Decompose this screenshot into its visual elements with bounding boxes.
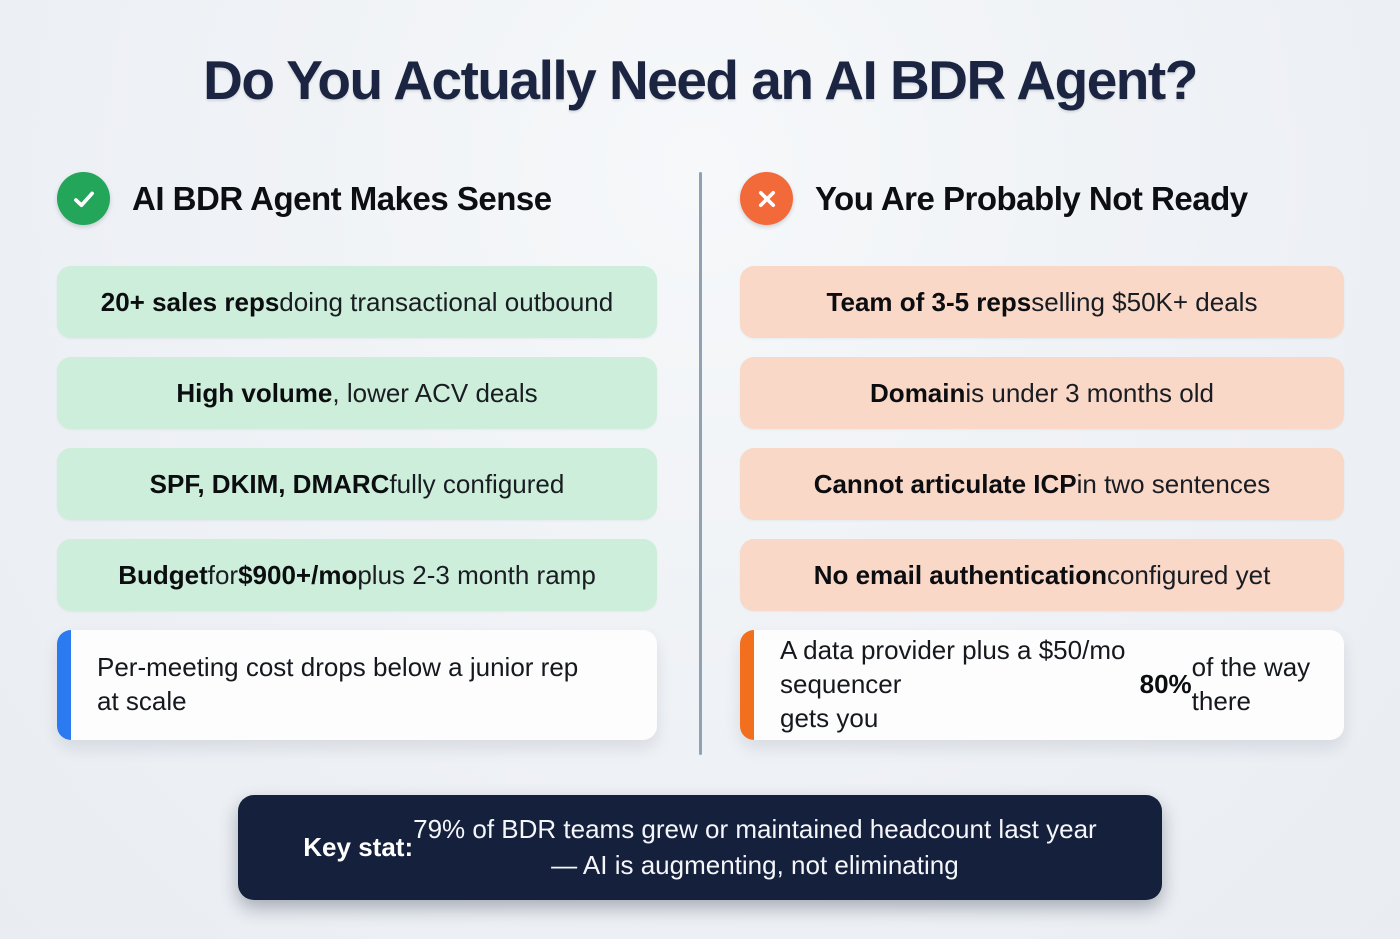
text-segment: Key stat: bbox=[303, 831, 414, 862]
criteria-item: 20+ sales reps doing transactional outbo… bbox=[57, 266, 657, 338]
callout-card-not-ready: A data provider plus a $50/mo sequencer … bbox=[740, 630, 1344, 740]
x-circle-icon bbox=[740, 172, 793, 225]
key-stat-banner: Key stat: 79% of BDR teams grew or maint… bbox=[238, 795, 1162, 900]
criteria-item: Budget for $900+/mo plus 2-3 month ramp bbox=[57, 539, 657, 611]
text-segment: Per-meeting cost drops below a junior re… bbox=[97, 652, 579, 716]
criteria-item: SPF, DKIM, DMARC fully configured bbox=[57, 448, 657, 520]
text-segment: doing transactional outbound bbox=[279, 286, 614, 317]
criteria-item: High volume, lower ACV deals bbox=[57, 357, 657, 429]
text-segment: for bbox=[207, 559, 239, 590]
column-heading-makes-sense: AI BDR Agent Makes Sense bbox=[132, 179, 552, 217]
column-divider bbox=[699, 172, 702, 755]
text-segment: No email authentication bbox=[813, 559, 1107, 590]
text-segment: configured yet bbox=[1106, 559, 1271, 590]
text-segment: SPF, DKIM, DMARC bbox=[149, 468, 390, 499]
text-segment: High volume bbox=[176, 377, 333, 408]
text-segment: 79% of BDR teams grew or maintained head… bbox=[413, 814, 1097, 880]
column-header-not-ready: You Are Probably Not Ready bbox=[740, 170, 1344, 227]
text-segment: A data provider plus a $50/mo sequencer … bbox=[780, 635, 1126, 733]
text-segment: Cannot articulate ICP bbox=[813, 468, 1077, 499]
text-segment: in two sentences bbox=[1076, 468, 1271, 499]
criteria-item: Cannot articulate ICP in two sentences bbox=[740, 448, 1344, 520]
text-segment: 80% bbox=[1139, 669, 1192, 700]
text-segment: of the way there bbox=[1191, 652, 1311, 716]
text-segment: Budget bbox=[118, 559, 208, 590]
column-header-makes-sense: AI BDR Agent Makes Sense bbox=[57, 170, 657, 227]
text-segment: is under 3 months old bbox=[965, 377, 1214, 408]
criteria-item: Domain is under 3 months old bbox=[740, 357, 1344, 429]
column-heading-not-ready: You Are Probably Not Ready bbox=[815, 179, 1248, 217]
text-segment: Team of 3-5 reps bbox=[826, 286, 1032, 317]
criteria-item: No email authentication configured yet bbox=[740, 539, 1344, 611]
column-not-ready: You Are Probably Not Ready Team of 3-5 r… bbox=[740, 170, 1344, 740]
text-segment: $900+/mo bbox=[238, 559, 358, 590]
callout-card-makes-sense: Per-meeting cost drops below a junior re… bbox=[57, 630, 657, 740]
text-segment: 20+ sales reps bbox=[100, 286, 280, 317]
text-segment: plus 2-3 month ramp bbox=[357, 559, 596, 590]
text-segment: , lower ACV deals bbox=[332, 377, 538, 408]
text-segment: fully configured bbox=[389, 468, 565, 499]
text-segment: selling $50K+ deals bbox=[1031, 286, 1258, 317]
page-title: Do You Actually Need an AI BDR Agent? bbox=[203, 49, 1198, 111]
text-segment: Domain bbox=[870, 377, 966, 408]
column-makes-sense: AI BDR Agent Makes Sense 20+ sales reps … bbox=[57, 170, 657, 740]
criteria-item: Team of 3-5 reps selling $50K+ deals bbox=[740, 266, 1344, 338]
check-circle-icon bbox=[57, 172, 110, 225]
